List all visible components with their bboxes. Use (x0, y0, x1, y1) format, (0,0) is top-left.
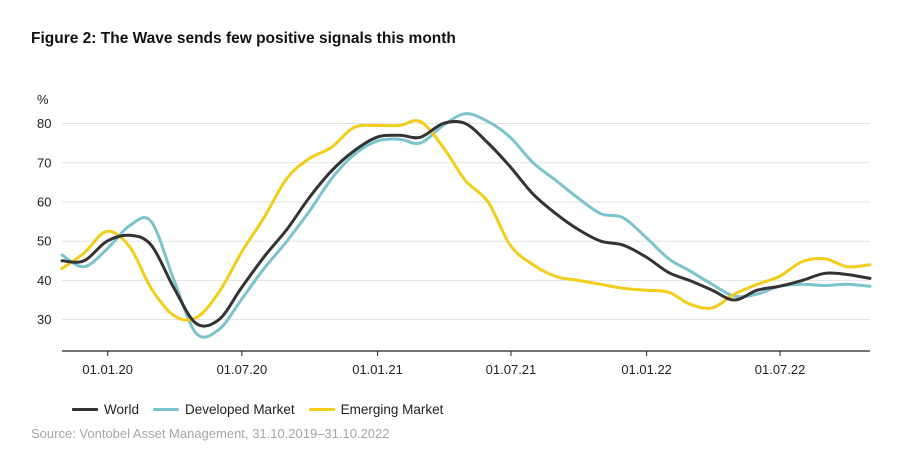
y-tick-label: 30 (37, 312, 51, 327)
legend-item-developed-market: Developed Market (153, 402, 295, 417)
source-note: Source: Vontobel Asset Management, 31.10… (31, 426, 390, 441)
legend-item-emerging-market: Emerging Market (308, 402, 444, 417)
chart-title: Figure 2: The Wave sends few positive si… (31, 30, 456, 47)
legend-label-emerging-market: Emerging Market (340, 402, 444, 417)
x-tick-label: 01.01.22 (621, 362, 672, 377)
series-line-emerging-market (60, 119, 872, 322)
y-tick-label: 40 (37, 273, 51, 288)
series-line-world (60, 119, 872, 328)
x-tick-label: 01.07.21 (486, 362, 537, 377)
y-tick-label: 80 (37, 116, 51, 131)
legend-swatch-world (72, 408, 98, 411)
y-tick-label: 50 (37, 234, 51, 249)
legend-swatch-emerging-market (308, 408, 335, 411)
gridlines (62, 123, 870, 321)
x-tick-label: 01.07.22 (755, 362, 806, 377)
y-tick-label: 60 (37, 194, 51, 209)
x-tick-label: 01.01.21 (352, 362, 403, 377)
legend-swatch-developed-market (153, 408, 180, 411)
legend-label-world: World (104, 402, 140, 417)
x-tick-label: 01.07.20 (217, 362, 268, 377)
series-lines (60, 112, 872, 339)
series-line-developed-market (60, 112, 872, 339)
legend-item-world: World (72, 402, 139, 417)
legend: World Developed Market Emerging Market (72, 402, 457, 417)
axes: 30 40 50 60 70 80% 01.01.20 01.07.20 01.01.21 01.… (37, 92, 870, 377)
line-chart: 30 40 50 60 70 80% 01.01.20 01.07.20 01.01.21 01.… (37, 92, 872, 377)
y-axis-unit-label: % (37, 92, 49, 107)
y-tick-label: 70 (37, 155, 51, 170)
x-tick-label: 01.01.20 (82, 362, 133, 377)
legend-label-developed-market: Developed Market (185, 402, 295, 417)
